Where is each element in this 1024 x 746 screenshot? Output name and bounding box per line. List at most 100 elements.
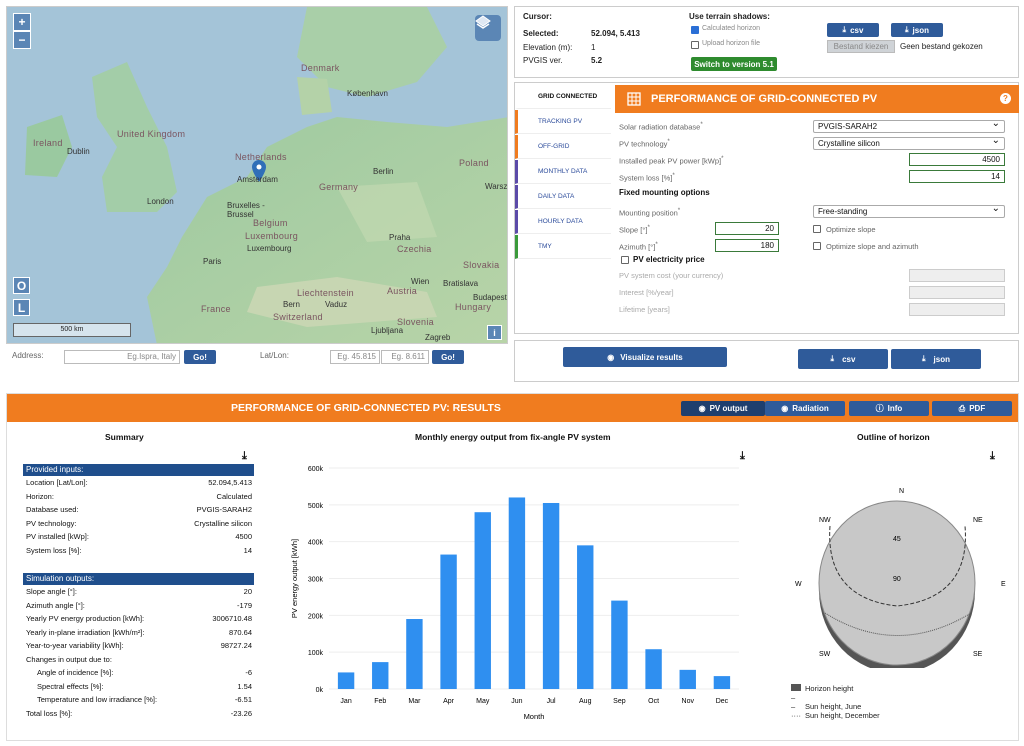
map-label-city: København (347, 89, 388, 98)
summary-key: Slope angle [°]: (26, 587, 77, 596)
download-icon: ⤓ (922, 354, 926, 363)
tab-grid-connected[interactable]: GRID CONNECTED (515, 85, 611, 109)
summary-key: Yearly PV energy production [kWh]: (26, 614, 145, 623)
tab-tracking-pv[interactable]: TRACKING PV (515, 110, 611, 134)
required-asterisk: * (700, 121, 703, 128)
azimuth-label: Azimuth [°]* (619, 241, 658, 252)
legend-label: Sun height, June (805, 702, 862, 711)
x-tick-label: Feb (374, 698, 386, 705)
summary-value: 1.54 (237, 681, 252, 691)
required-asterisk: * (672, 172, 675, 179)
map-label-city: Budapest (473, 293, 507, 302)
visualize-results-button[interactable]: ◉ Visualize results (563, 347, 727, 367)
map-label-city: Zagreb (425, 333, 451, 342)
x-tick-label: Jul (547, 698, 556, 705)
tab-daily-data[interactable]: DAILY DATA (515, 185, 611, 209)
lifetime-input (909, 303, 1005, 316)
pv-tech-select[interactable]: Crystalline silicon (813, 135, 1005, 150)
solar-db-select[interactable]: PVGIS-SARAH2 (813, 118, 1005, 133)
horizon-plot: 45 90 N NE E SE S SW W NW (795, 488, 1006, 668)
map-terrain (7, 7, 507, 343)
lon-input[interactable]: Eg. 8.611 (381, 350, 429, 364)
map-label-city: Amsterdam (237, 175, 278, 184)
map-label-city: London (147, 197, 174, 206)
info-button[interactable]: i (487, 325, 502, 340)
horizon-legend: Horizon height ‒ ‒ Sun height, June ···· S… (791, 684, 880, 720)
map-label-city: Paris (203, 257, 222, 266)
results-json-button[interactable]: ⤓ json (891, 349, 981, 369)
pv-output-tab[interactable]: ◉ PV output (681, 401, 765, 416)
mounting-position-select[interactable]: Free-standing (813, 203, 1005, 218)
system-loss-input[interactable]: 14 (909, 170, 1005, 183)
results-title: PERFORMANCE OF GRID-CONNECTED PV: RESULT… (231, 402, 501, 414)
map-label-city: Bratislava (443, 279, 479, 288)
map-label-country: Slovenia (397, 317, 434, 327)
map-label-city: Bern (283, 300, 300, 309)
dir-e-label: E (1001, 581, 1006, 588)
address-input[interactable]: Eg.Ispra, Italy (64, 350, 180, 364)
layers-button[interactable] (475, 15, 501, 41)
y-tick-label: 100k (308, 650, 324, 657)
calc-horizon-checkbox[interactable] (691, 26, 699, 34)
summary-download-icon[interactable]: ⤓ (242, 450, 247, 462)
summary-value: 870.64 (229, 627, 252, 637)
lat-input[interactable]: Eg. 45.815 (330, 350, 380, 364)
help-icon[interactable]: ? (1000, 93, 1011, 104)
dir-se-label: SE (973, 651, 983, 658)
pv-output-label: PV output (709, 404, 748, 413)
results-csv-button[interactable]: ⤓ csv (798, 349, 888, 369)
legend-label: Sun height, December (805, 711, 880, 720)
latlon-label: Lat/Lon: (260, 351, 289, 360)
o-button[interactable]: O (13, 277, 30, 294)
summary-key: Horizon: (26, 491, 54, 501)
terrain-label: Use terrain shadows: (689, 12, 770, 21)
upload-horizon-checkbox[interactable] (691, 41, 699, 49)
horizon-download-icon[interactable]: ⤓ (990, 450, 995, 462)
summary-value: 20 (243, 587, 252, 596)
bar-jun (508, 497, 526, 689)
slope-label: Slope [°]* (619, 224, 650, 235)
optimize-slope-checkbox[interactable] (813, 225, 821, 233)
info-tab[interactable]: ⓘ Info (849, 401, 929, 416)
location-marker-icon[interactable] (251, 159, 267, 183)
radiation-tab[interactable]: ◉ Radiation (765, 401, 845, 416)
map-label-city: Bruxelles - Brussel (227, 201, 265, 219)
summary-value: -6 (245, 668, 252, 677)
dir-w-label: W (795, 581, 802, 588)
pvgis-label: PVGIS ver. (523, 56, 563, 65)
l-button[interactable]: L (13, 299, 30, 316)
legend-item: ‒ ‒ Sun height, June (791, 693, 880, 711)
pv-tech-label: PV technology* (619, 138, 670, 149)
map-label-country: Czechia (397, 244, 432, 254)
info-csv-button[interactable]: ⤓ csv (827, 23, 879, 37)
info-json-button[interactable]: ⤓ json (891, 23, 943, 37)
summary-row: System loss [%]: 14 (23, 546, 254, 559)
zoom-in-button[interactable]: + (13, 13, 31, 31)
optimize-both-checkbox[interactable] (813, 242, 821, 250)
peak-power-input[interactable]: 4500 (909, 153, 1005, 166)
choose-file-button[interactable]: Bestand kiezen (827, 40, 895, 53)
zoom-out-button[interactable]: − (13, 31, 31, 49)
selected-value: 52.094, 5.413 (591, 29, 640, 38)
x-tick-label: Mar (408, 698, 421, 705)
pv-price-checkbox[interactable] (621, 256, 629, 264)
address-go-button[interactable]: Go! (184, 350, 216, 364)
upload-horizon-label: Upload horizon file (702, 40, 760, 47)
grid-connected-panel: GRID CONNECTED TRACKING PV OFF-GRID MONTHLY… (514, 82, 1019, 334)
pdf-button[interactable]: ⎙ PDF (932, 401, 1012, 416)
results-json-label: json (933, 354, 950, 364)
tab-off-grid[interactable]: OFF-GRID (515, 135, 611, 159)
latlon-go-button[interactable]: Go! (432, 350, 464, 364)
summary-value: 98727.24 (220, 641, 252, 650)
bar-aug (577, 545, 594, 689)
summary-value: 3006710.48 (212, 614, 252, 623)
tab-monthly-data[interactable]: MONTHLY DATA (515, 160, 611, 184)
map-view[interactable]: + − O L i 500 km Denmark United Kingdom … (6, 6, 508, 344)
slope-input[interactable]: 20 (715, 222, 779, 235)
tab-tmy[interactable]: TMY (515, 235, 611, 259)
tab-hourly-data[interactable]: HOURLY DATA (515, 210, 611, 234)
map-label-city: Berlin (373, 167, 394, 176)
switch-version-button[interactable]: Switch to version 5.1 (691, 57, 777, 71)
chart-download-icon[interactable]: ⤓ (740, 450, 745, 462)
azimuth-input[interactable]: 180 (715, 239, 779, 252)
